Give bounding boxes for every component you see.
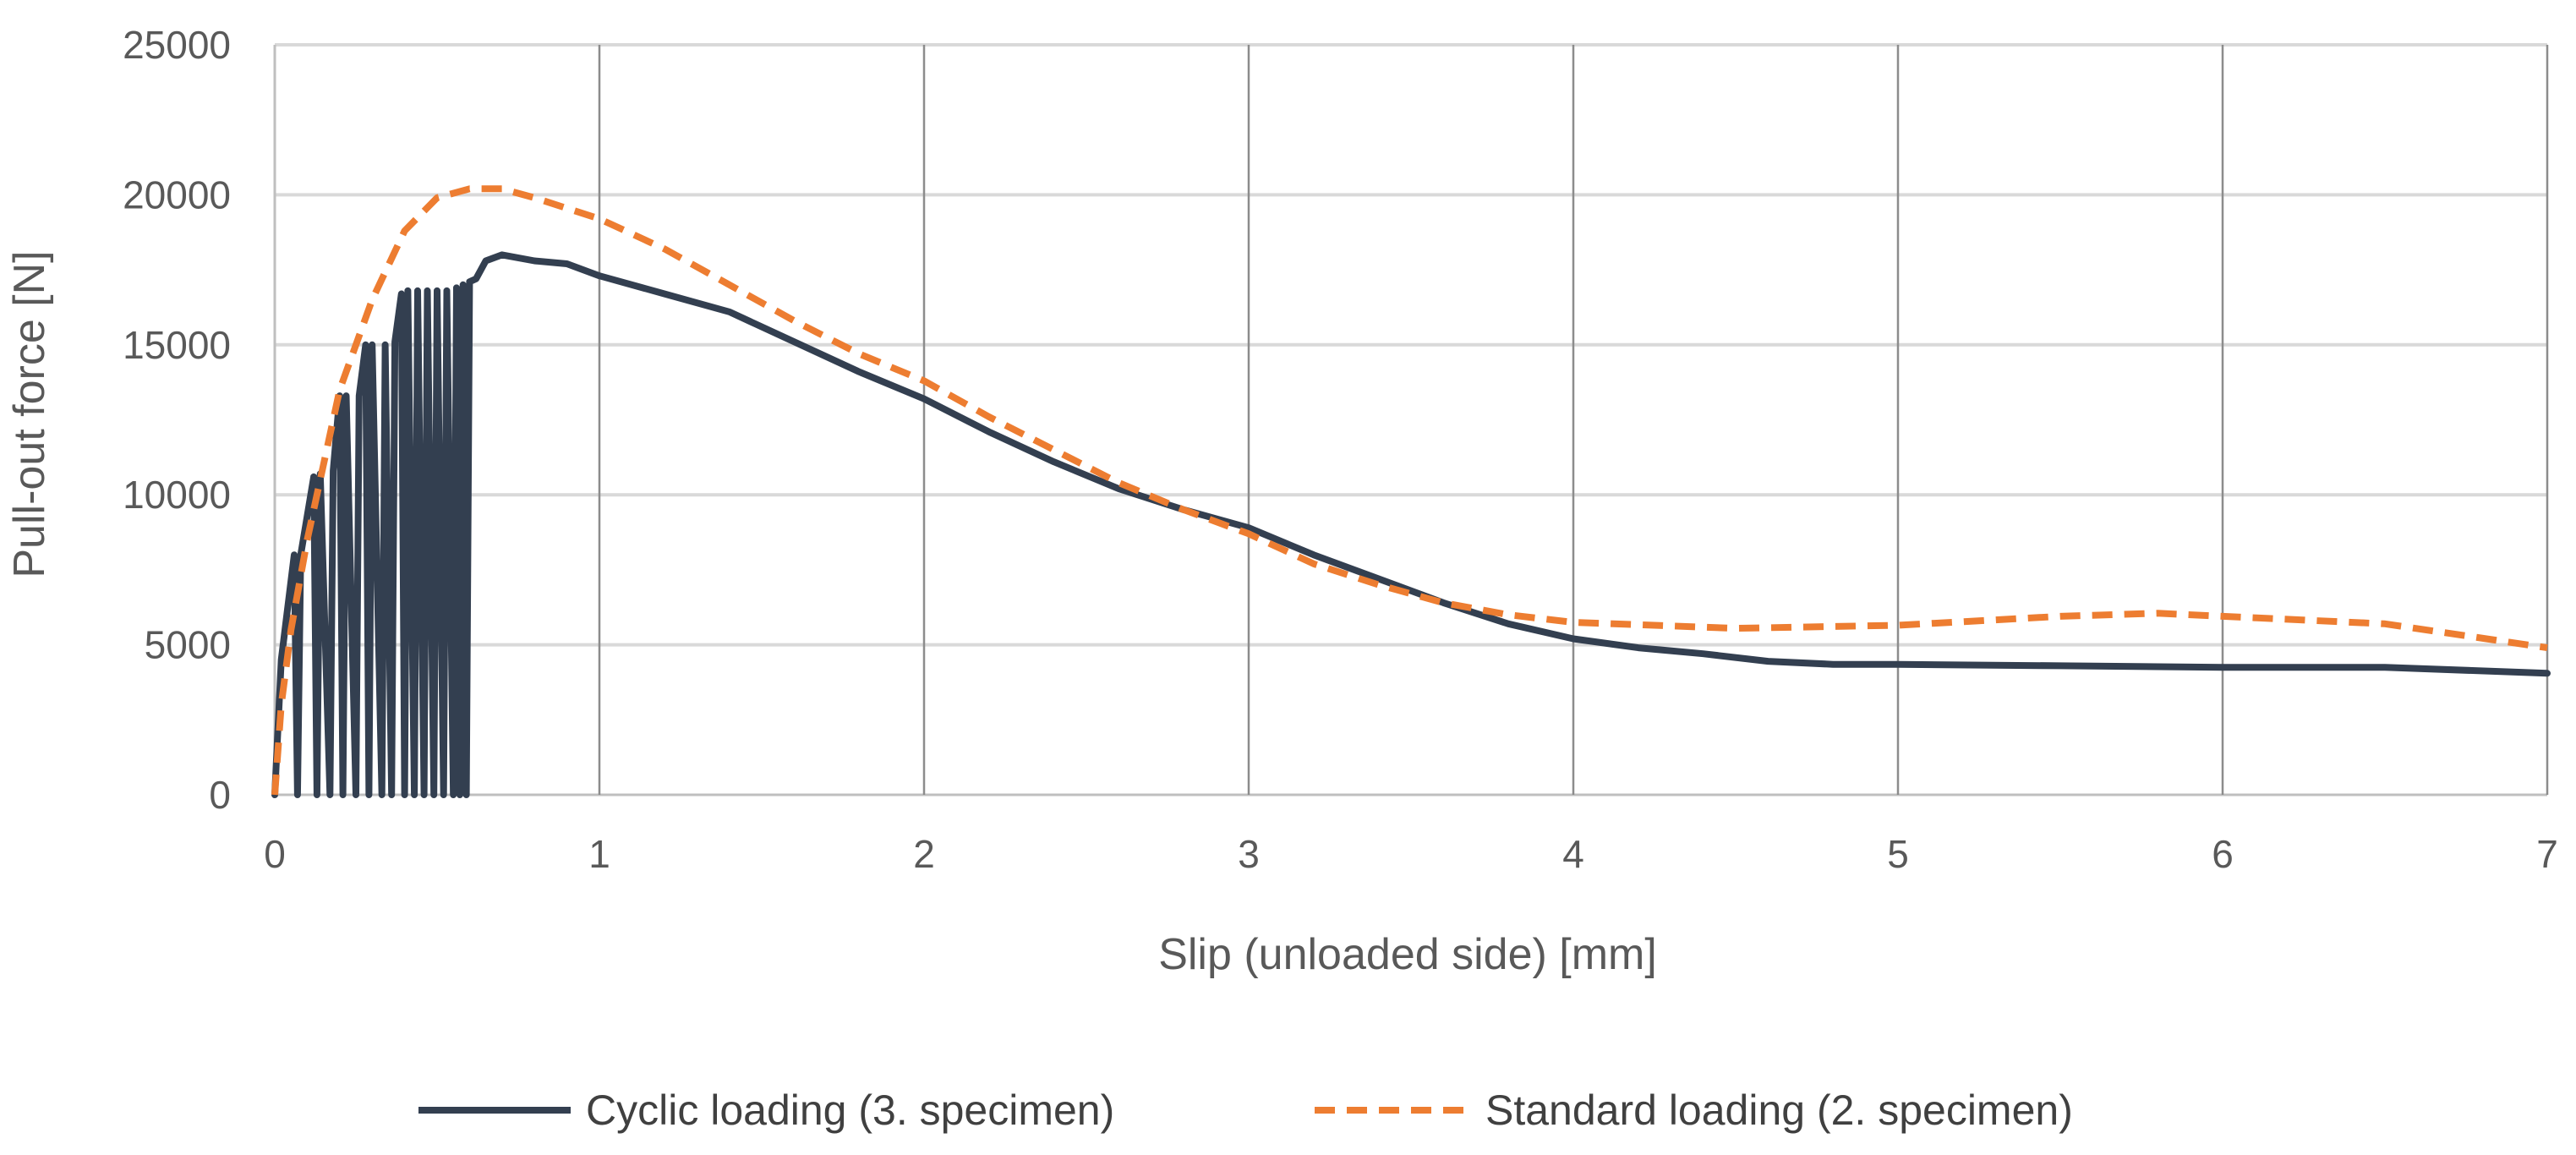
x-tick-label: 4 [1562, 832, 1584, 876]
x-tick-label: 1 [588, 832, 610, 876]
y-tick-label: 20000 [123, 172, 231, 216]
series-layer [271, 185, 2551, 798]
x-tick-label: 0 [264, 832, 286, 876]
x-tick-label: 7 [2536, 832, 2558, 876]
legend-label-cyclic: Cyclic loading (3. specimen) [586, 1087, 1114, 1134]
grid [273, 43, 2549, 796]
x-tick-label: 3 [1238, 832, 1260, 876]
x-axis-title: Slip (unloaded side) [mm] [1158, 930, 1657, 979]
x-tick-label: 6 [2212, 832, 2234, 876]
y-tick-label: 25000 [123, 23, 231, 67]
legend: Cyclic loading (3. specimen) Standard lo… [418, 1087, 2073, 1134]
y-tick-label: 10000 [123, 473, 231, 517]
series-standard-line [271, 185, 2548, 796]
x-tick-label: 5 [1887, 832, 1909, 876]
x-tick-label: 2 [913, 832, 935, 876]
y-tick-label: 5000 [145, 623, 231, 667]
y-tick-label: 0 [209, 773, 231, 817]
y-axis-title: Pull-out force [N] [5, 250, 54, 578]
legend-label-standard: Standard loading (2. specimen) [1485, 1087, 2073, 1134]
tick-labels: 0 5000 10000 15000 20000 25000 0 1 2 3 4 5 6 7 [123, 23, 2558, 876]
series-cyclic-line [271, 251, 2551, 798]
y-tick-label: 15000 [123, 323, 231, 367]
